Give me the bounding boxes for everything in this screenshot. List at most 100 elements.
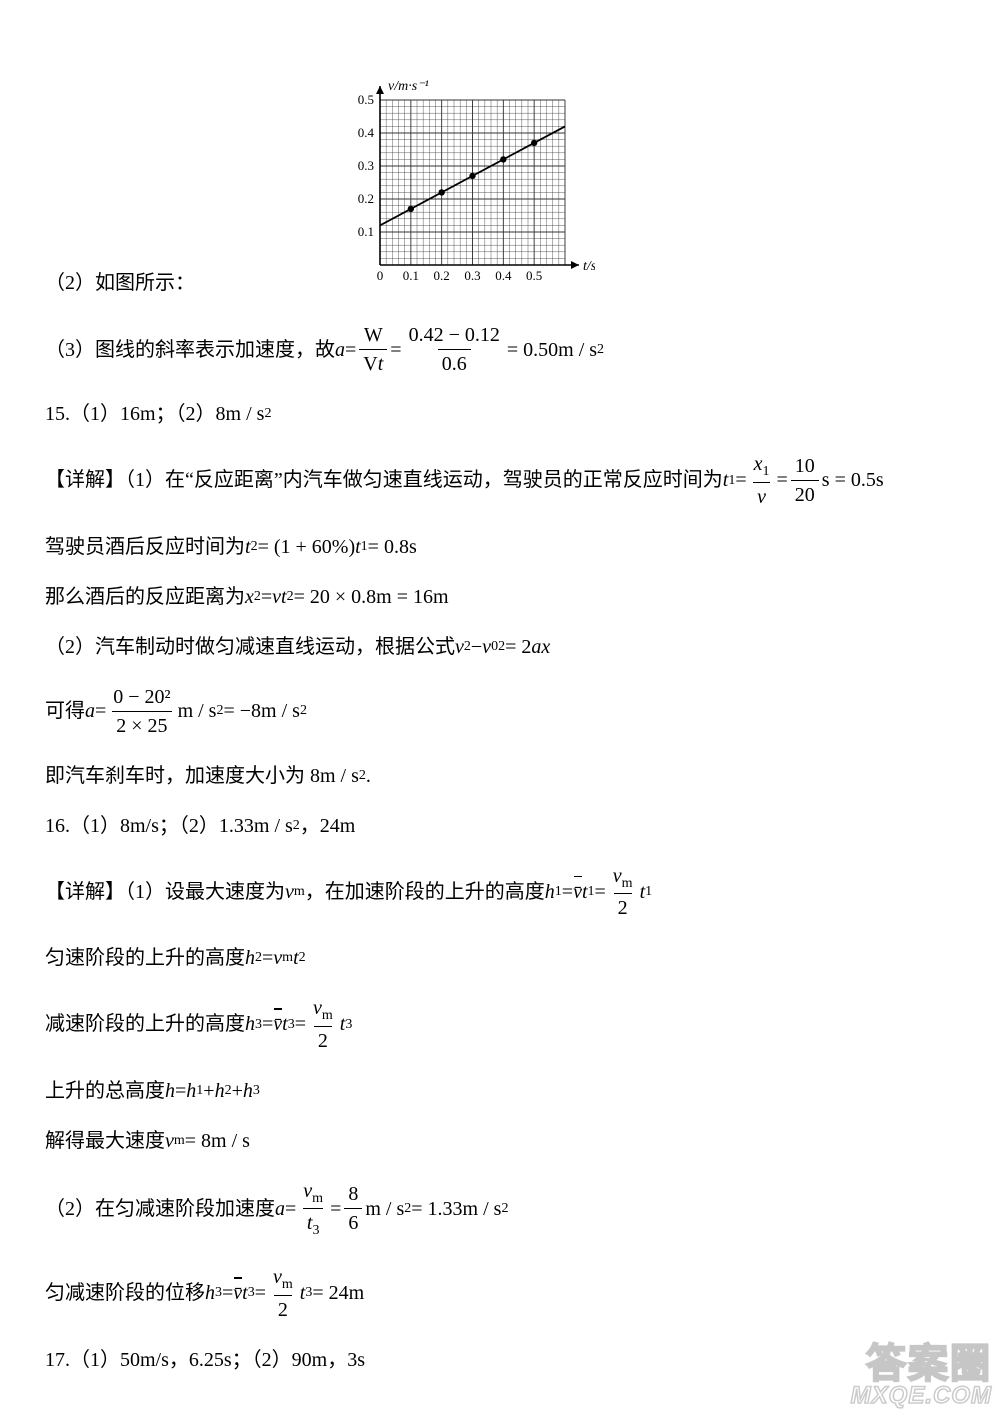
vbar1: v̄t: [573, 878, 587, 906]
den-20: 20: [791, 480, 819, 509]
eq15c: =: [261, 583, 272, 611]
plus2: +: [232, 1077, 243, 1105]
q16-line4: 上升的总高度 h = h1 + h2 + h3: [45, 1077, 955, 1105]
vbar3s: 3: [288, 1015, 295, 1035]
h2s: 2: [255, 948, 262, 968]
svg-text:0.2: 0.2: [358, 191, 374, 206]
minus: −: [471, 633, 482, 661]
h1s: 1: [555, 882, 562, 902]
q17-line: 17.（1）50m/s，6.25s；（2）90m，3s: [45, 1346, 955, 1374]
svg-text:0.3: 0.3: [358, 158, 374, 173]
v2: v: [455, 633, 464, 661]
q16-hdr2: ，24m: [300, 812, 356, 840]
num-slope: 0.42 − 0.12: [405, 321, 504, 349]
q16-line6: （2）在匀减速阶段加速度 a = vm t3 = 8 6 m / s2 = 1.…: [45, 1177, 955, 1241]
tail3: = 0.50m / s: [507, 336, 597, 364]
velocity-time-chart: 00.10.20.30.40.50.10.20.30.40.5t/sv/m·s⁻…: [335, 80, 595, 303]
num-x1: x1: [750, 450, 774, 482]
q15-line2: 驾驶员酒后反应时间为 t2 = (1 + 60%) t1 = 0.8s: [45, 533, 955, 561]
h3: h: [245, 1010, 255, 1038]
q15-a: 【详解】（1）在“反应距离”内汽车做匀速直线运动，驾驶员的正常反应时间为: [45, 466, 723, 494]
q16-e: 解得最大速度: [45, 1127, 165, 1155]
vt2: vt: [272, 583, 286, 611]
vbargs: 3: [248, 1283, 255, 1303]
svg-text:0.4: 0.4: [495, 268, 512, 283]
h2ds: 2: [225, 1081, 232, 1101]
q15-d: （2）汽车制动时做匀减速直线运动，根据公式: [45, 633, 455, 661]
t3-16s: 3: [345, 1015, 352, 1035]
eq2ax: = 2: [505, 633, 531, 661]
frac-vm2a: vm 2: [609, 862, 637, 923]
mid15e: m / s: [178, 697, 217, 725]
h3s: 3: [255, 1015, 262, 1035]
q16-line5: 解得最大速度 vm = 8m / s: [45, 1127, 955, 1155]
den-2: 2: [614, 893, 632, 922]
den-slope: 0.6: [438, 349, 471, 378]
den-a15: 2 × 25: [112, 711, 171, 740]
vm16s: m: [294, 882, 305, 902]
watermark-bot: MXQE.COM: [851, 1384, 992, 1408]
v0: v: [482, 633, 491, 661]
q3-row: （3）图线的斜率表示加速度，故 a = W Vt = 0.42 − 0.12 0…: [45, 321, 955, 378]
vm16bs: m: [282, 948, 293, 968]
vt2s: 2: [287, 587, 294, 607]
eq16g2: =: [255, 1279, 266, 1307]
s2a: 2: [216, 701, 223, 721]
frac-vmt3: vm t3: [299, 1177, 327, 1241]
eq16g: =: [222, 1279, 233, 1307]
svg-text:0: 0: [377, 268, 384, 283]
h1: h: [545, 878, 555, 906]
q15-line4: （2）汽车制动时做匀减速直线运动，根据公式 v2 − v02 = 2ax: [45, 633, 955, 661]
q15-f: 即汽车刹车时，加速度大小为 8m / s: [45, 762, 359, 790]
q15-hdr-txt: 15.（1）16m；（2）8m / s: [45, 400, 264, 428]
num-10: 10: [791, 452, 819, 480]
mid16f: m / s: [365, 1195, 404, 1223]
vme: v: [165, 1127, 174, 1155]
q16-line2: 匀速阶段的上升的高度 h2 = vm t2: [45, 944, 955, 972]
vbar3: v̄t: [273, 1010, 287, 1038]
end15e: = −8m / s: [223, 697, 299, 725]
q15-line3: 那么酒后的反应距离为 x2 = vt2 = 20 × 0.8m = 16m: [45, 583, 955, 611]
den-vt: Vt: [359, 349, 387, 378]
svg-text:0.3: 0.3: [464, 268, 480, 283]
q15-line1: 【详解】（1）在“反应距离”内汽车做匀速直线运动，驾驶员的正常反应时间为 t1 …: [45, 450, 955, 511]
htot: h: [165, 1077, 175, 1105]
q16-a2: ，在加速阶段的上升的高度: [305, 878, 545, 906]
svg-text:0.1: 0.1: [403, 268, 419, 283]
q16-header: 16.（1）8m/s；（2）1.33m / s2 ，24m: [45, 812, 955, 840]
eq15a2: =: [777, 466, 788, 494]
t2s: 2: [251, 537, 258, 557]
q2-label: （2）如图所示：: [45, 269, 195, 297]
svg-text:v/m·s⁻¹: v/m·s⁻¹: [388, 80, 429, 94]
chart-svg: 00.10.20.30.40.50.10.20.30.40.5t/sv/m·s⁻…: [335, 80, 595, 295]
x2: x: [245, 583, 254, 611]
q15-fd: .: [366, 762, 371, 790]
v2s: 2: [464, 637, 471, 657]
vmes: m: [174, 1131, 185, 1151]
frac-1020: 10 20: [791, 452, 819, 509]
v0s2: 2: [498, 637, 505, 657]
q15-line6: 即汽车刹车时，加速度大小为 8m / s2 .: [45, 762, 955, 790]
end15b: = 0.8s: [368, 533, 417, 561]
frac-slope: 0.42 − 0.12 0.6: [405, 321, 504, 378]
q16-c: 减速阶段的上升的高度: [45, 1010, 245, 1038]
h3d: h: [243, 1077, 253, 1105]
q16-b: 匀速阶段的上升的高度: [45, 944, 245, 972]
end15c: = 20 × 0.8m = 16m: [294, 583, 449, 611]
svg-text:0.1: 0.1: [358, 224, 374, 239]
a15: a: [85, 697, 95, 725]
svg-text:0.5: 0.5: [526, 268, 542, 283]
end16g: = 24m: [312, 1279, 364, 1307]
v0s: 0: [491, 637, 498, 657]
h3gs: 3: [215, 1283, 222, 1303]
vbar1s: 1: [588, 882, 595, 902]
num-vm: vm: [609, 862, 637, 894]
vm16b: v: [273, 944, 282, 972]
sup2-3: 2: [597, 340, 604, 360]
a16: a: [275, 1195, 285, 1223]
s2b: 2: [300, 701, 307, 721]
q3-pre: （3）图线的斜率表示加速度，故: [45, 336, 335, 364]
frac-wvt: W Vt: [359, 321, 387, 378]
sup2-15h: 2: [264, 404, 271, 424]
frac-a15: 0 − 20² 2 × 25: [109, 683, 174, 740]
